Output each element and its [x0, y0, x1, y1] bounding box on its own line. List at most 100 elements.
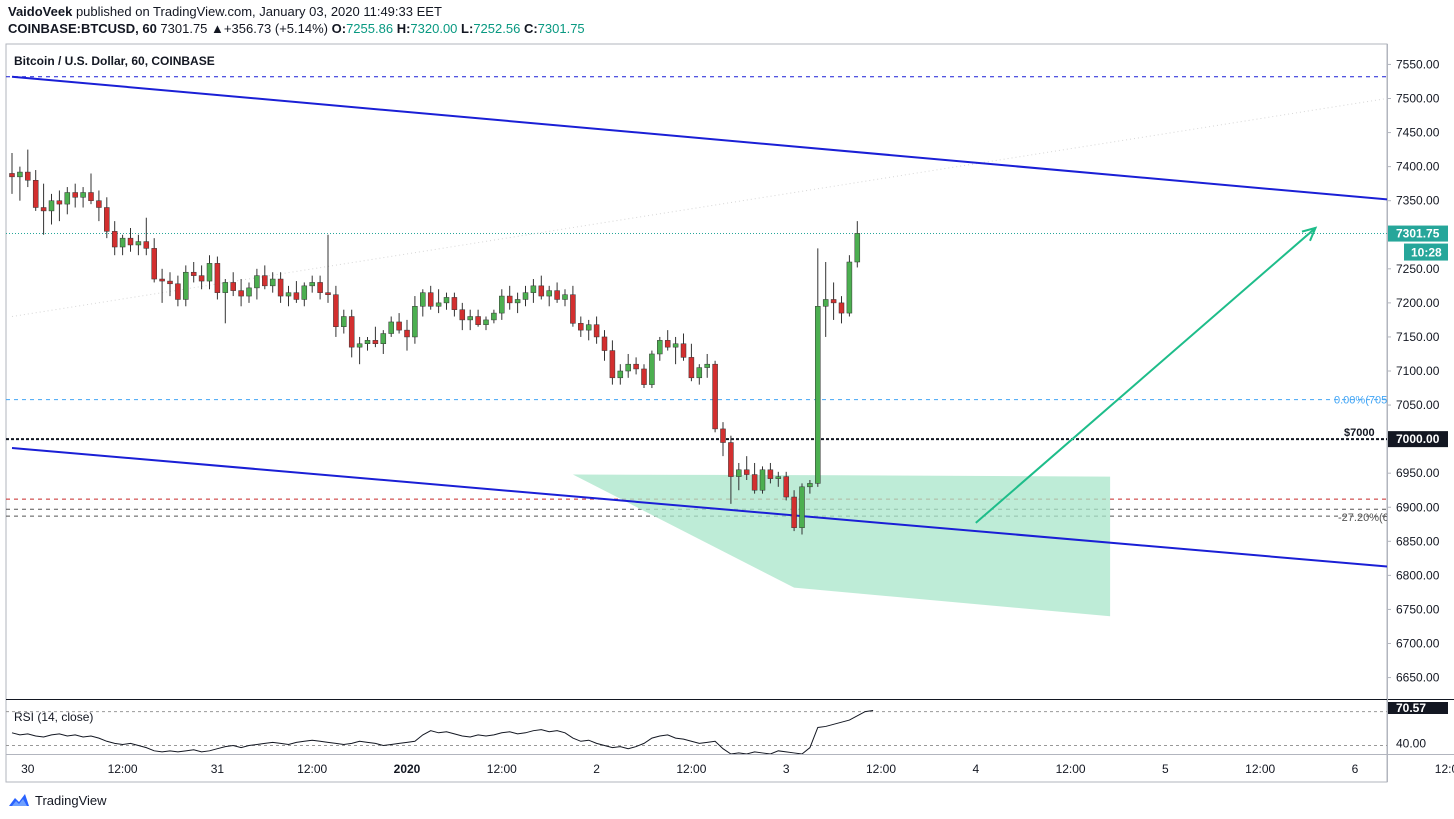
candle [712, 360, 718, 433]
countdown-tag [1404, 243, 1448, 261]
candle [435, 289, 442, 314]
candle [538, 275, 545, 300]
candle [641, 364, 647, 389]
last-price-tag-text: 7301.75 [1396, 227, 1440, 241]
candle [506, 285, 513, 310]
high-label: H: [396, 21, 411, 36]
candle-body-down [767, 469, 774, 479]
rsi-line [11, 710, 874, 754]
candle [356, 336, 363, 365]
candle [830, 282, 837, 320]
candle [617, 364, 624, 385]
author-name[interactable]: VaidoVeek [8, 4, 73, 19]
tradingview-logo-icon[interactable] [8, 792, 30, 808]
candle [838, 296, 845, 324]
candle [25, 149, 31, 188]
candle-body-down [96, 200, 102, 208]
candle-body-up [435, 302, 442, 307]
candle [427, 285, 434, 310]
publish-info: VaidoVeek published on TradingView.com, … [8, 4, 442, 19]
footer-brand[interactable]: TradingView [35, 792, 107, 808]
price-tick-label: 6800.00 [1396, 568, 1440, 582]
candle [451, 292, 458, 317]
candle-body-up [254, 275, 260, 289]
candle [657, 336, 663, 361]
time-tick-label: 12:00 [487, 762, 517, 776]
candle [491, 309, 497, 324]
candle-body-down [601, 336, 608, 351]
candle-body-down [451, 297, 458, 310]
candle [48, 193, 55, 225]
candle-body-down [167, 280, 173, 285]
candle [388, 316, 394, 337]
fib-negative-label: -27.20%(6 [1338, 512, 1389, 524]
candle-body-up [388, 321, 394, 334]
candle-body-up [562, 294, 568, 300]
plot-area: 0.00%(705 -27.20%(6 $7000 [6, 75, 1389, 617]
time-tick-label: 12:00 [676, 762, 706, 776]
price-tick-label: 6850.00 [1396, 534, 1440, 548]
candle-body-up [815, 306, 821, 484]
rsi-value-tag [1388, 702, 1448, 714]
candle [396, 313, 402, 334]
candle-body-up [546, 290, 552, 297]
candle [341, 309, 347, 334]
candle-body-down [238, 290, 244, 297]
candle-body-down [396, 321, 402, 331]
candle-body-down [506, 295, 513, 304]
candle-body-down [230, 282, 236, 291]
candle-body-down [475, 316, 481, 325]
countdown-text: 10:28 [1411, 246, 1442, 260]
candle [293, 281, 300, 303]
candle [167, 272, 173, 297]
candle-body-down [641, 368, 647, 385]
candle-body-down [348, 316, 355, 348]
candle-body-up [269, 278, 276, 287]
candle-body-up [64, 192, 71, 205]
candle [562, 289, 568, 307]
candle-body-up [854, 233, 861, 263]
candle-body-down [325, 292, 331, 295]
candle [80, 187, 86, 208]
candle-body-down [838, 302, 845, 314]
candle [364, 336, 371, 351]
candle-body-down [783, 476, 789, 498]
candle-body-down [190, 271, 197, 276]
open-value: 7255.86 [346, 21, 394, 36]
low-label: L: [461, 21, 474, 36]
candle [64, 187, 71, 215]
candle [514, 292, 521, 314]
candle [72, 183, 78, 208]
candle [135, 234, 142, 256]
candle-body-up [696, 367, 703, 379]
candle-body-up [412, 306, 418, 338]
candle-body-up [483, 319, 489, 325]
candle-body-down [404, 329, 410, 338]
candle-body-down [175, 283, 181, 300]
price-tick-label: 7550.00 [1396, 57, 1440, 71]
target-arrow-line [975, 227, 1317, 524]
candle [325, 234, 331, 303]
candle [704, 353, 710, 378]
candle [664, 330, 671, 351]
candle [815, 248, 821, 487]
time-tick-label: 31 [211, 762, 225, 776]
candle [277, 272, 284, 303]
candle [483, 316, 489, 331]
candle-body-up [585, 324, 592, 331]
candle [775, 471, 782, 487]
candle [633, 357, 639, 375]
candle [783, 471, 789, 501]
candle-body-up [80, 192, 86, 198]
price-tick-label: 7100.00 [1396, 364, 1440, 378]
footer: TradingView [8, 792, 107, 808]
candle-body-down [159, 278, 165, 282]
candle [570, 285, 576, 327]
candle [32, 170, 39, 211]
candle-body-down [728, 442, 734, 477]
candle [285, 285, 292, 307]
candle [672, 336, 679, 365]
candle [254, 268, 260, 300]
rsi-tick-label: 40.00 [1396, 736, 1426, 750]
